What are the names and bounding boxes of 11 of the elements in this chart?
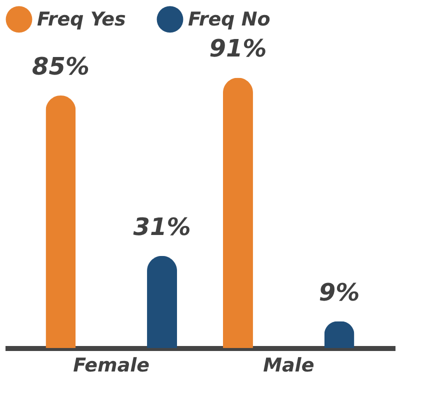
x-tick-label: Female	[73, 354, 150, 376]
data-label: 31%	[133, 212, 191, 241]
legend-label: Freq No	[188, 8, 270, 30]
data-label: 91%	[209, 34, 267, 63]
legend-label: Freq Yes	[37, 8, 126, 30]
data-label: 9%	[318, 278, 360, 306]
bar	[46, 96, 76, 348]
bar	[222, 78, 253, 348]
x-tick-label: Male	[263, 354, 314, 376]
data-label: 85%	[32, 52, 90, 81]
bar	[147, 256, 178, 348]
